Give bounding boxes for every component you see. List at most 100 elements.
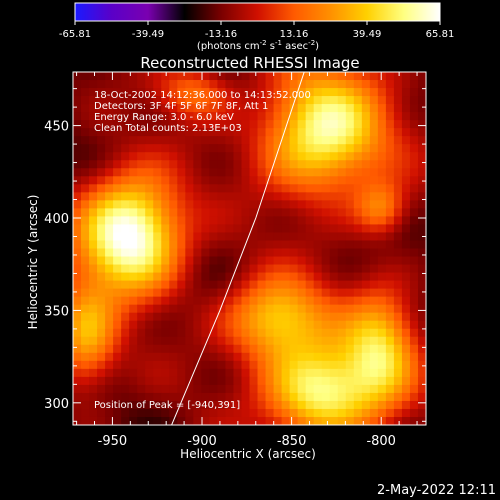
heatmap-cell <box>409 408 419 418</box>
heatmap-cell <box>193 376 202 386</box>
heatmap-cell <box>161 392 170 402</box>
heatmap-cell <box>345 272 355 282</box>
heatmap-cell <box>217 128 227 137</box>
heatmap-cell <box>193 368 202 378</box>
heatmap-cell <box>345 168 355 177</box>
heatmap-cell <box>313 208 323 218</box>
heatmap-cell <box>313 136 323 145</box>
heatmap-cell <box>217 320 227 330</box>
heatmap-cell <box>361 352 371 362</box>
heatmap-cell <box>113 312 122 322</box>
heatmap-cell <box>305 152 315 161</box>
heatmap-cell <box>169 208 178 218</box>
info-text: 18-Oct-2002 14:12:36.000 to 14:13:52.000… <box>94 90 311 134</box>
heatmap-cell <box>337 168 347 177</box>
heatmap-cell <box>209 248 219 258</box>
heatmap-cell <box>121 176 130 185</box>
heatmap-cell <box>289 400 299 410</box>
heatmap-cell <box>185 344 194 354</box>
heatmap-cell <box>321 376 331 386</box>
heatmap-cell <box>217 368 227 378</box>
heatmap-cell <box>313 408 323 418</box>
heatmap-cell <box>409 104 419 113</box>
heatmap-cell <box>393 176 403 185</box>
heatmap-cell <box>369 112 379 121</box>
x-tick-label: -800 <box>366 434 396 449</box>
heatmap-cell <box>201 152 210 161</box>
heatmap-cell <box>265 192 275 201</box>
heatmap-cell <box>129 320 138 330</box>
heatmap-cell <box>209 312 219 322</box>
heatmap-cell <box>409 320 419 330</box>
heatmap-cell <box>201 176 210 185</box>
heatmap-cell <box>417 112 426 121</box>
heatmap-cell <box>225 408 235 418</box>
heatmap-cell <box>337 216 347 226</box>
heatmap-cell <box>145 272 154 282</box>
heatmap-cell <box>113 400 122 410</box>
heatmap-cell <box>273 376 283 386</box>
heatmap-cell <box>89 152 98 161</box>
heatmap-cell <box>249 368 259 378</box>
heatmap-cell <box>305 376 315 386</box>
heatmap-cell <box>401 336 411 346</box>
heatmap-cell <box>177 72 186 81</box>
heatmap-cell <box>313 328 323 338</box>
heatmap-cell <box>241 360 251 370</box>
heatmap-cell <box>73 200 82 209</box>
heatmap-cell <box>385 152 395 161</box>
heatmap-cell <box>369 256 379 266</box>
heatmap-cell <box>417 376 426 386</box>
heatmap-cell <box>361 88 371 97</box>
heatmap-cell <box>217 136 227 145</box>
heatmap-cell <box>401 360 411 370</box>
heatmap-cell <box>81 272 90 282</box>
heatmap-cell <box>233 368 243 378</box>
heatmap-cell <box>409 128 419 137</box>
heatmap-cell <box>321 384 331 394</box>
heatmap-cell <box>193 312 202 322</box>
heatmap-cell <box>121 184 130 193</box>
heatmap-cell <box>201 408 210 418</box>
heatmap-cell <box>409 152 419 161</box>
heatmap-cell <box>329 128 339 137</box>
heatmap-cell <box>193 248 202 258</box>
heatmap-cell <box>185 288 194 298</box>
heatmap-cell <box>169 304 178 314</box>
heatmap-cell <box>361 128 371 137</box>
heatmap-cell <box>81 120 90 129</box>
heatmap-cell <box>409 400 419 410</box>
heatmap-cell <box>417 208 426 218</box>
heatmap-cell <box>281 272 291 282</box>
heatmap-cell <box>305 136 315 145</box>
heatmap-cell <box>89 312 98 322</box>
heatmap-cell <box>401 184 411 193</box>
heatmap-cell <box>73 88 82 97</box>
heatmap-cell <box>97 184 106 193</box>
heatmap-cell <box>249 136 259 145</box>
heatmap-cell <box>89 360 98 370</box>
heatmap-cell <box>73 384 82 394</box>
heatmap-cell <box>337 208 347 218</box>
heatmap-cell <box>353 312 363 322</box>
heatmap-cell <box>225 224 235 234</box>
heatmap-cell <box>217 408 227 418</box>
heatmap-cell <box>169 224 178 234</box>
heatmap-cell <box>265 176 275 185</box>
heatmap-cell <box>265 264 275 274</box>
heatmap-cell <box>161 104 170 113</box>
heatmap-cell <box>225 352 235 362</box>
heatmap-cell <box>81 336 90 346</box>
heatmap-cell <box>377 128 387 137</box>
heatmap-cell <box>345 280 355 290</box>
heatmap-cell <box>313 176 323 185</box>
heatmap-cell <box>73 96 82 105</box>
heatmap-cell <box>257 104 267 113</box>
heatmap-cell <box>353 368 363 378</box>
heatmap-cell <box>161 312 170 322</box>
heatmap-cell <box>393 272 403 282</box>
heatmap-cell <box>89 216 98 226</box>
heatmap-cell <box>97 328 106 338</box>
heatmap-cell <box>273 168 283 177</box>
heatmap-cell <box>313 104 323 113</box>
